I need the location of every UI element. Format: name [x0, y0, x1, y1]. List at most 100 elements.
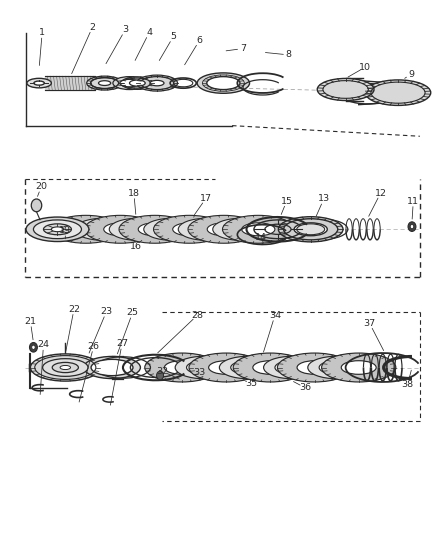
Ellipse shape [231, 361, 266, 374]
Circle shape [31, 199, 42, 212]
Ellipse shape [50, 215, 122, 243]
Ellipse shape [137, 75, 177, 91]
Text: 23: 23 [100, 307, 113, 316]
Circle shape [156, 371, 163, 379]
Ellipse shape [87, 76, 123, 90]
Ellipse shape [113, 77, 146, 90]
Ellipse shape [104, 223, 137, 236]
Ellipse shape [208, 361, 244, 374]
Ellipse shape [178, 219, 235, 240]
Ellipse shape [33, 220, 81, 239]
Text: 37: 37 [364, 319, 376, 328]
Text: 20: 20 [35, 182, 47, 191]
Ellipse shape [219, 356, 277, 379]
Text: 4: 4 [146, 28, 152, 37]
Ellipse shape [317, 78, 374, 101]
Ellipse shape [173, 223, 206, 236]
Text: 16: 16 [130, 242, 142, 251]
Ellipse shape [138, 223, 171, 236]
Ellipse shape [190, 223, 223, 236]
Ellipse shape [365, 80, 431, 106]
Text: 3: 3 [122, 26, 128, 35]
Ellipse shape [189, 353, 263, 382]
Text: 21: 21 [25, 317, 36, 326]
Ellipse shape [224, 223, 258, 236]
Text: 7: 7 [240, 44, 246, 53]
Text: 17: 17 [200, 194, 212, 203]
Ellipse shape [99, 80, 111, 85]
Text: 9: 9 [408, 70, 414, 78]
Ellipse shape [34, 81, 44, 85]
Ellipse shape [91, 359, 133, 376]
Ellipse shape [319, 361, 354, 374]
Ellipse shape [121, 223, 154, 236]
Ellipse shape [109, 219, 166, 240]
Ellipse shape [207, 77, 240, 90]
Text: 33: 33 [193, 368, 205, 377]
Ellipse shape [86, 223, 120, 236]
Text: 36: 36 [299, 383, 311, 392]
Ellipse shape [120, 79, 139, 87]
Ellipse shape [121, 77, 153, 90]
Text: 34: 34 [269, 311, 281, 320]
Ellipse shape [187, 361, 222, 374]
Ellipse shape [144, 219, 200, 240]
Circle shape [408, 222, 416, 231]
Ellipse shape [197, 73, 250, 93]
Ellipse shape [294, 223, 327, 236]
Ellipse shape [30, 354, 100, 381]
Ellipse shape [297, 224, 325, 235]
Text: 13: 13 [318, 195, 330, 204]
Ellipse shape [27, 78, 51, 88]
Ellipse shape [60, 366, 71, 369]
Ellipse shape [75, 219, 131, 240]
Ellipse shape [43, 224, 71, 235]
Text: 2: 2 [89, 23, 95, 32]
Ellipse shape [155, 223, 189, 236]
Ellipse shape [277, 353, 352, 382]
Ellipse shape [321, 353, 396, 382]
Ellipse shape [84, 357, 141, 378]
Ellipse shape [279, 217, 343, 242]
Ellipse shape [308, 356, 365, 379]
Circle shape [29, 343, 37, 352]
Text: 15: 15 [281, 197, 293, 206]
Ellipse shape [233, 353, 307, 382]
Ellipse shape [26, 217, 89, 241]
Text: 10: 10 [359, 63, 371, 71]
Ellipse shape [264, 356, 321, 379]
Ellipse shape [85, 215, 156, 243]
Text: 26: 26 [88, 342, 100, 351]
Text: 8: 8 [286, 51, 292, 59]
Ellipse shape [223, 215, 294, 243]
Ellipse shape [52, 362, 78, 373]
Ellipse shape [164, 361, 199, 374]
Ellipse shape [145, 353, 219, 382]
Ellipse shape [275, 361, 310, 374]
Text: 28: 28 [191, 311, 203, 320]
Ellipse shape [297, 361, 332, 374]
Text: 11: 11 [407, 197, 419, 206]
Text: 38: 38 [402, 380, 413, 389]
Text: 25: 25 [127, 308, 138, 317]
Ellipse shape [207, 223, 240, 236]
Text: 1: 1 [39, 28, 45, 37]
Ellipse shape [119, 215, 191, 243]
Text: 22: 22 [68, 304, 80, 313]
Text: 18: 18 [128, 189, 140, 198]
Ellipse shape [42, 359, 88, 376]
Ellipse shape [253, 361, 288, 374]
Ellipse shape [213, 219, 269, 240]
Ellipse shape [188, 215, 260, 243]
Ellipse shape [153, 215, 225, 243]
Circle shape [32, 345, 35, 350]
Text: 27: 27 [116, 339, 128, 348]
Circle shape [410, 224, 414, 229]
Text: 5: 5 [170, 33, 176, 42]
Ellipse shape [150, 80, 164, 86]
Ellipse shape [69, 223, 102, 236]
Text: 32: 32 [156, 367, 168, 376]
Text: 14: 14 [254, 233, 266, 242]
Ellipse shape [341, 361, 376, 374]
Ellipse shape [51, 227, 64, 232]
